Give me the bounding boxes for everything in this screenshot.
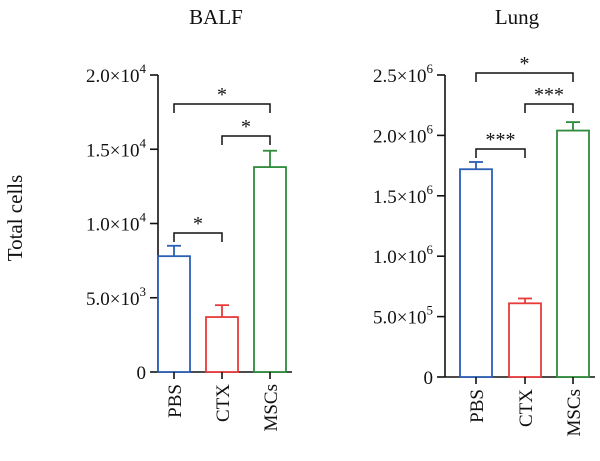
y-tick-exponent: 3 bbox=[140, 284, 147, 299]
significance-bracket bbox=[173, 232, 223, 242]
y-axis-label: Total cells bbox=[3, 175, 27, 262]
chart-title: BALF bbox=[189, 5, 243, 29]
y-tick-exponent: 4 bbox=[140, 61, 147, 76]
y-tick-exponent: 6 bbox=[427, 121, 434, 136]
x-tick-label: MSCs bbox=[261, 384, 282, 432]
significance-bracket bbox=[475, 148, 526, 158]
x-tick-label: MSCs bbox=[564, 389, 585, 437]
bar-ctx bbox=[508, 302, 542, 378]
y-tick-base: 5.0×10 bbox=[373, 308, 426, 329]
y-tick-base: 2.0×10 bbox=[86, 66, 139, 87]
y-tick-exponent: 6 bbox=[427, 242, 434, 257]
y-tick-label: 5.0×103 bbox=[86, 284, 146, 310]
x-tick-label: CTX bbox=[516, 389, 537, 427]
y-tick-exponent: 6 bbox=[427, 61, 434, 76]
y-tick-base: 5.0×10 bbox=[86, 289, 139, 310]
significance-bracket bbox=[173, 103, 271, 113]
y-tick-label: 0 bbox=[137, 363, 147, 384]
bar-pbs bbox=[157, 255, 191, 373]
y-tick-label: 1.0×106 bbox=[373, 242, 433, 268]
bar-mscs bbox=[253, 166, 287, 373]
y-tick-exponent: 4 bbox=[140, 210, 147, 225]
y-tick-exponent: 4 bbox=[140, 135, 147, 150]
panel-lung: Lung05.0×1051.0×1061.5×1062.0×1062.5×106… bbox=[373, 5, 595, 437]
y-tick-base: 2.5×10 bbox=[373, 66, 426, 87]
significance-label: * bbox=[217, 84, 227, 106]
y-tick-label: 1.5×104 bbox=[86, 135, 146, 161]
y-tick-label: 1.0×104 bbox=[86, 210, 146, 236]
significance-label: *** bbox=[534, 84, 564, 106]
bar-ctx bbox=[205, 316, 239, 373]
y-tick-label: 2.0×104 bbox=[86, 61, 146, 87]
significance-label: *** bbox=[486, 129, 516, 151]
x-tick-label: PBS bbox=[467, 389, 488, 423]
y-tick-base: 1.5×10 bbox=[373, 187, 426, 208]
y-tick-label: 5.0×105 bbox=[373, 303, 433, 329]
y-tick-label: 0 bbox=[424, 368, 434, 389]
y-tick-label: 2.5×106 bbox=[373, 61, 433, 87]
significance-bracket bbox=[221, 135, 271, 145]
y-tick-base: 2.0×10 bbox=[373, 126, 426, 147]
y-tick-base: 1.0×10 bbox=[86, 215, 139, 236]
significance-bracket bbox=[524, 103, 574, 113]
significance-label: * bbox=[520, 53, 530, 75]
significance-label: * bbox=[241, 116, 251, 138]
y-tick-base: 1.5×10 bbox=[86, 140, 139, 161]
y-tick-exponent: 6 bbox=[427, 182, 434, 197]
bar-pbs bbox=[459, 168, 493, 378]
chart-title: Lung bbox=[495, 5, 540, 29]
bar-mscs bbox=[556, 129, 590, 378]
significance-label: * bbox=[193, 213, 203, 235]
x-tick-label: PBS bbox=[165, 384, 186, 418]
y-tick-base: 1.0×10 bbox=[373, 247, 426, 268]
y-tick-label: 2.0×106 bbox=[373, 121, 433, 147]
x-tick-label: CTX bbox=[213, 384, 234, 422]
y-tick-exponent: 5 bbox=[427, 303, 434, 318]
significance-bracket bbox=[475, 72, 574, 82]
y-tick-label: 1.5×106 bbox=[373, 182, 433, 208]
